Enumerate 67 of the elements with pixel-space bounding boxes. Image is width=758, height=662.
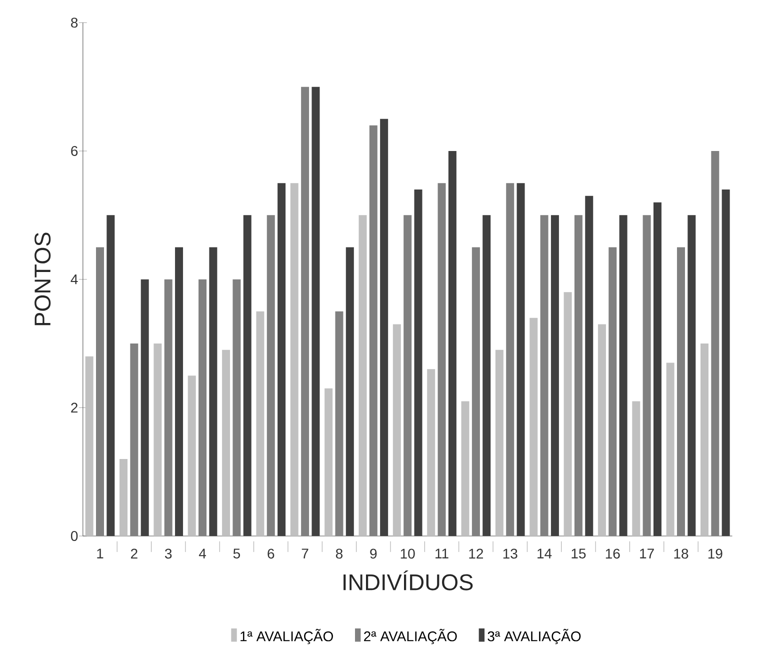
bar — [222, 350, 230, 536]
bar — [642, 215, 651, 536]
y-tick-label: 8 — [71, 18, 78, 28]
bar — [540, 215, 548, 536]
bar — [198, 279, 207, 536]
legend-label: 2ª AVALIAÇÃO — [364, 628, 457, 644]
x-tick-label: 9 — [370, 548, 377, 559]
bar — [404, 215, 412, 536]
bar — [461, 401, 470, 536]
bar — [266, 215, 275, 536]
bar — [700, 344, 708, 536]
bar — [598, 324, 606, 536]
legend-label: 3ª AVALIAÇÃO — [488, 628, 581, 644]
x-tick-label: 12 — [469, 548, 483, 558]
x-tick-label: 16 — [606, 548, 620, 559]
x-tick-label: 5 — [233, 548, 240, 558]
bar — [335, 311, 344, 536]
x-tick-label: 8 — [336, 548, 343, 559]
bar — [85, 356, 94, 536]
x-tick-label: 19 — [708, 548, 722, 559]
bar — [188, 376, 196, 536]
bar — [676, 247, 685, 536]
y-axis-title: PONTOS — [34, 232, 51, 326]
bar — [154, 344, 162, 536]
bar — [232, 279, 241, 536]
bar — [632, 401, 640, 536]
y-tick-label: 0 — [70, 531, 78, 541]
bar — [290, 183, 298, 536]
bar — [495, 350, 504, 536]
bar — [96, 247, 104, 536]
x-tick-label: 7 — [302, 548, 308, 558]
bar — [392, 324, 401, 536]
y-tick-label: 4 — [70, 274, 78, 284]
bar — [256, 311, 264, 536]
x-tick-label: 13 — [503, 548, 518, 559]
legend-label: 1ª AVALIAÇÃO — [240, 628, 333, 644]
bar — [120, 459, 128, 536]
bar — [164, 279, 172, 536]
bar — [564, 292, 572, 536]
y-tick-label: 6 — [71, 146, 78, 156]
x-tick-label: 17 — [640, 548, 654, 558]
x-tick-label: 11 — [436, 548, 448, 558]
bar — [666, 362, 674, 536]
bar — [472, 247, 480, 536]
bar — [574, 215, 582, 536]
x-tick-label: 15 — [572, 548, 586, 558]
x-axis-title: INDIVÍDUOS — [344, 570, 473, 590]
bar — [301, 86, 310, 536]
y-tick-label: 2 — [71, 402, 78, 413]
x-tick-label: 1 — [97, 548, 104, 558]
bar — [324, 388, 333, 536]
bar — [438, 183, 446, 536]
bar — [427, 369, 436, 536]
bar — [369, 125, 378, 536]
x-tick-label: 10 — [400, 548, 415, 559]
bar — [358, 215, 367, 536]
bar — [130, 344, 138, 536]
x-tick-label: 4 — [198, 548, 206, 558]
bar — [506, 183, 514, 536]
x-tick-label: 2 — [130, 548, 138, 558]
x-tick-label: 3 — [164, 548, 172, 559]
x-tick-label: 18 — [674, 548, 688, 559]
bar — [711, 151, 720, 536]
x-tick-label: 6 — [268, 548, 274, 559]
bar — [608, 247, 617, 536]
bar — [530, 318, 538, 536]
x-tick-label: 14 — [538, 548, 552, 558]
